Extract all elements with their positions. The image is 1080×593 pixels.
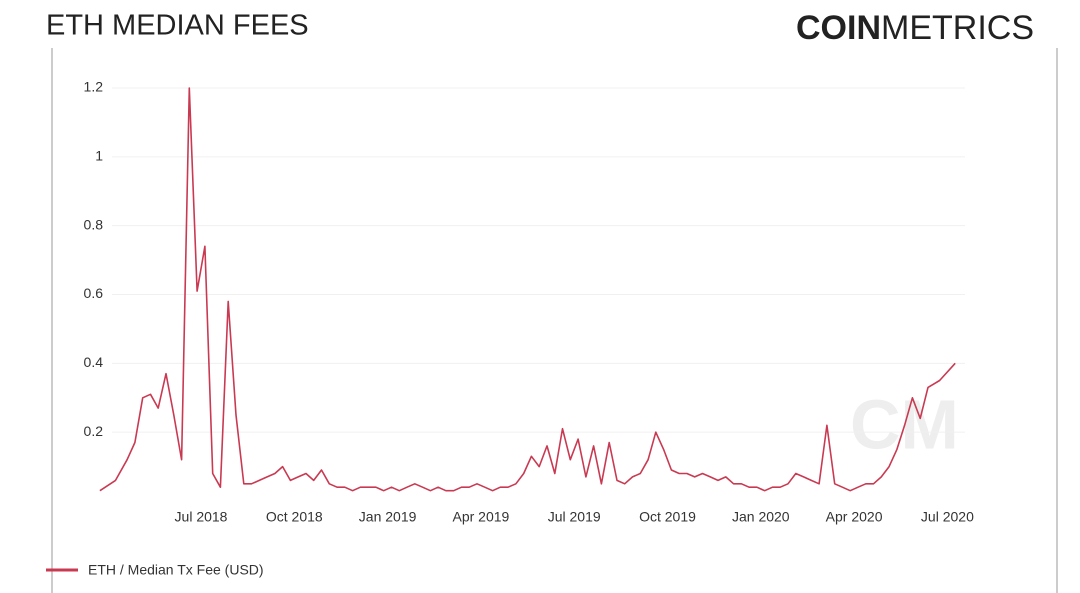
y-tick-label: 0.2	[84, 423, 104, 439]
logo: COINMETRICS	[796, 9, 1034, 47]
x-tick-label: Jul 2020	[921, 509, 974, 525]
x-tick-label: Apr 2020	[826, 509, 883, 525]
y-tick-label: 0.8	[84, 216, 104, 232]
x-tick-label: Jul 2019	[548, 509, 601, 525]
y-tick-label: 1.2	[84, 79, 104, 95]
x-tick-label: Jan 2020	[732, 509, 790, 525]
x-tick-label: Oct 2018	[266, 509, 323, 525]
x-tick-label: Oct 2019	[639, 509, 696, 525]
legend-label: ETH / Median Tx Fee (USD)	[88, 562, 264, 578]
logo-bold: COIN	[796, 9, 881, 47]
logo-light: METRICS	[881, 9, 1034, 47]
y-tick-label: 0.6	[84, 285, 104, 301]
y-tick-label: 0.4	[84, 354, 104, 370]
x-tick-label: Jul 2018	[175, 509, 228, 525]
y-tick-label: 1	[95, 148, 103, 164]
chart-title: ETH MEDIAN FEES	[46, 10, 309, 42]
line-series	[99, 87, 956, 492]
x-tick-label: Jan 2019	[359, 509, 417, 525]
x-tick-label: Apr 2019	[452, 509, 509, 525]
